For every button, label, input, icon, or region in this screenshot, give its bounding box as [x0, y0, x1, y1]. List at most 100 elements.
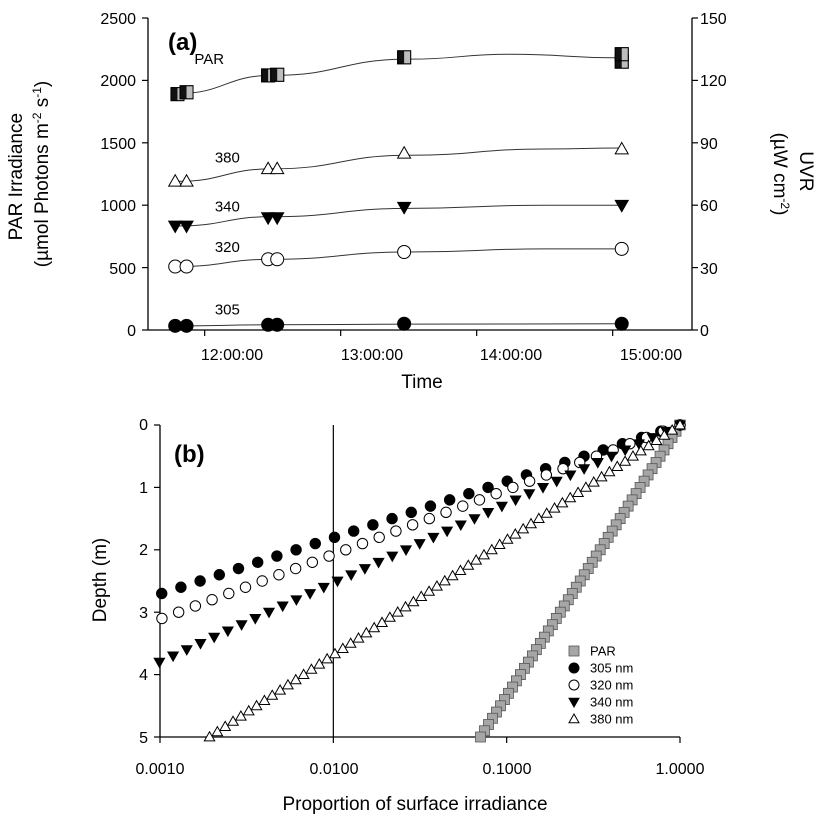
series-point-320 nm [390, 525, 402, 537]
series-point-320 nm [373, 531, 385, 544]
panel-b-y-axis-title: Depth (m) [90, 538, 111, 622]
panel-a-left-y-axis-title: PAR Irradiance (µmol Photons m-2 s-1) [6, 81, 53, 267]
panel-a-left-y-tick-label: 2500 [100, 11, 136, 28]
series-point-320 nm [490, 487, 502, 500]
series-point-305 nm [194, 575, 206, 587]
panel-b-y-tick-label: 0 [139, 417, 148, 434]
series-point-340 nm [194, 639, 207, 650]
series-point-380 nm [281, 678, 294, 690]
series-point-380 nm [658, 429, 671, 440]
series-point-320 nm [223, 587, 235, 600]
series-point-380 nm [407, 595, 420, 607]
series-point-340 nm [208, 632, 221, 644]
series-point-380 nm [297, 668, 310, 679]
series-point-340 nm [304, 589, 317, 600]
series-point-380 nm [344, 637, 357, 648]
series-point-340 nm [358, 564, 371, 575]
series-point-305 nm [347, 525, 360, 537]
series-point-305 nm [386, 512, 398, 525]
series-point-340 nm [413, 539, 426, 550]
series-point-380 nm [579, 481, 592, 492]
series-point-340 nm [427, 532, 440, 544]
panel-b-y-tick-label: 3 [139, 605, 148, 622]
legend-marker-340 nm [568, 697, 580, 709]
series-point-320 [179, 259, 194, 274]
series-point-340 nm [249, 614, 262, 625]
series-point-380 nm [462, 559, 475, 570]
panel-a-plot-area: PAR 380 340 320 305 [142, 17, 698, 336]
panel-b-x-axis-title: Proportion of surface irradiance [282, 794, 547, 815]
series-label-380: 380 [215, 150, 240, 167]
series-point-380 nm [266, 689, 279, 700]
series-point-320 nm [189, 600, 202, 612]
series-point-380 nm [595, 470, 608, 482]
series-point-340 nm [482, 507, 495, 519]
series-point-380 nm [242, 704, 255, 716]
series-label-320: 320 [215, 239, 240, 256]
series-point-305 nm [424, 500, 437, 512]
series-point-380 nm [619, 455, 632, 466]
panel-a-x-axis-title: Time [401, 372, 443, 393]
panel-b-label: (b) [174, 441, 205, 468]
title-part: (µW cm [769, 133, 790, 199]
series-point-305 nm [328, 531, 341, 544]
series-point-320 nm [540, 469, 553, 481]
series-point-305 nm [232, 562, 245, 575]
series-point-320 nm [423, 512, 436, 525]
series-point-305 nm [175, 581, 187, 593]
series-point-380 nm [587, 475, 600, 487]
panel-b-y-tick-label: 1 [139, 480, 148, 497]
series-point-PAR [397, 50, 412, 65]
panel-a-label: (a) [168, 29, 197, 56]
panel-a: 2500 2000 1500 1000 500 0 150 120 90 60 … [6, 11, 816, 393]
series-point-305 nm [251, 556, 264, 568]
panel-a-x-tick-label: 13:00:00 [341, 347, 403, 364]
series-point-380 nm [219, 720, 232, 731]
panel-a-right-y-axis-title: UVR (µW cm-2) [769, 133, 816, 216]
series-point-320 nm [440, 506, 452, 519]
series-point-380 [269, 161, 285, 175]
panel-a-left-y-axis-title-line1: PAR Irradiance [6, 113, 27, 240]
panel-a-left-y-tick-label: 1000 [100, 198, 136, 215]
panel-a-left-y-tick-label: 0 [127, 323, 136, 340]
series-point-380 nm [313, 657, 326, 669]
title-superscript: -2 [30, 112, 44, 123]
series-point-PAR [179, 85, 194, 100]
series-point-380 nm [540, 507, 553, 518]
series-point-380 [260, 161, 276, 175]
series-point-380 nm [509, 527, 522, 539]
series-point-320 nm [206, 594, 218, 606]
series-point-305 [179, 318, 194, 333]
series-point-340 nm [345, 570, 358, 581]
series-point-320 [397, 245, 412, 259]
series-point-340 nm [235, 620, 248, 631]
series-point-PAR-half [621, 47, 629, 61]
series-point-340 nm [290, 595, 303, 606]
series-point-380 nm [368, 621, 381, 633]
series-point-380 nm [336, 642, 349, 653]
series-point-320 nm [457, 500, 469, 512]
series-point-340 nm [331, 576, 344, 588]
series-point-340 nm [509, 495, 522, 507]
series-point-320 [270, 252, 285, 267]
series-point-320 nm [507, 481, 519, 494]
series-point-305 nm [309, 537, 321, 550]
panel-b-plot-area: PAR 305 nm 320 nm 340 nm 380 nm [153, 418, 687, 743]
series-point-305 nm [156, 587, 168, 600]
series-point-340 nm [441, 526, 454, 538]
series-point-340 nm [167, 651, 180, 663]
series-point-380 nm [321, 652, 334, 664]
panel-a-x-tick-label: 15:00:00 [620, 347, 682, 364]
series-point-340 nm [632, 439, 645, 450]
panel-a-right-y-tick-label: 150 [700, 11, 727, 28]
series-point-380 nm [642, 439, 655, 451]
series-point-380 nm [446, 569, 459, 581]
legend-label: 340 nm [590, 695, 633, 710]
series-point-380 nm [501, 533, 514, 544]
series-point-380 nm [399, 600, 412, 612]
series-point-340 nm [372, 557, 385, 569]
series-point-305 nm [290, 544, 302, 556]
series-point-380 nm [564, 491, 577, 503]
series-point-340 [167, 220, 183, 234]
series-point-340 [396, 201, 412, 215]
